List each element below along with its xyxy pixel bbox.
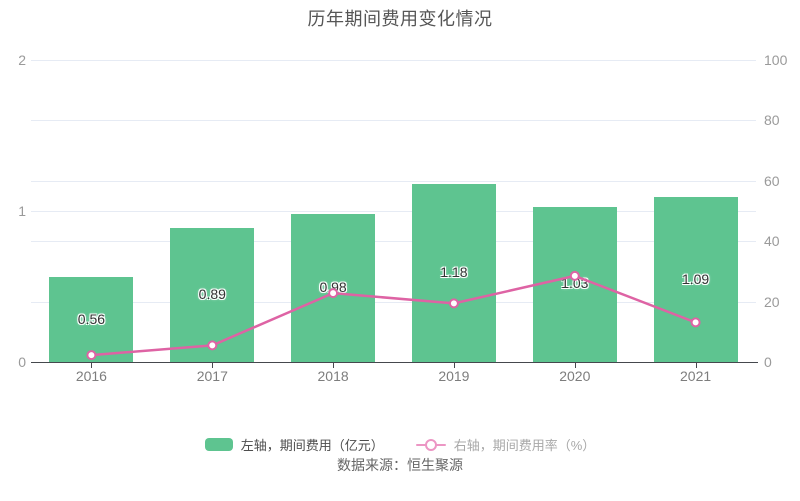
- x-axis-label-2019: 2019: [438, 368, 470, 384]
- bar-value-label: 1.09: [681, 270, 710, 287]
- x-axis-tick: [453, 363, 455, 368]
- legend-label-expense-ratio: 右轴，期间费用率（%）: [453, 438, 596, 453]
- y-axis-right-label: 20: [764, 293, 780, 310]
- y-axis-right-label: 100: [764, 52, 788, 68]
- trend-line: [91, 274, 697, 357]
- plot-area: 0.56 0.89 0.98 1.18 1.03 1.09: [31, 60, 756, 362]
- gridline: [31, 60, 756, 61]
- legend-item-period-expense[interactable]: 左轴，期间费用（亿元）: [204, 435, 384, 454]
- y-axis-right-label: 0: [764, 354, 772, 370]
- line-point: [207, 340, 218, 351]
- gridline: [31, 241, 756, 242]
- x-axis-label-2020: 2020: [559, 368, 591, 384]
- line-point: [569, 270, 580, 281]
- line-point: [86, 350, 97, 361]
- bar-value-label: 1.18: [440, 263, 468, 280]
- x-axis-label-2016: 2016: [75, 368, 107, 384]
- y-axis-left-label: 2: [18, 52, 26, 68]
- bar-2017: 0.89: [170, 227, 255, 362]
- bar-2021: 1.09: [653, 197, 738, 362]
- y-axis-left-label: 1: [18, 203, 26, 219]
- legend-label-period-expense: 左轴，期间费用（亿元）: [240, 438, 384, 453]
- line-series-marker-icon: [415, 438, 446, 452]
- x-axis-label-2021: 2021: [680, 368, 712, 384]
- bar-2018: 0.98: [291, 214, 376, 362]
- y-axis-left-label: 0: [18, 354, 26, 370]
- bar-value-label: 0.89: [198, 285, 226, 302]
- x-axis-label-2018: 2018: [317, 368, 349, 384]
- bar-series-swatch-icon: [204, 438, 233, 451]
- x-axis-tick: [695, 363, 697, 368]
- line-marker-dot: [424, 438, 437, 451]
- x-axis-label-2017: 2017: [196, 368, 228, 384]
- x-axis-tick: [212, 363, 214, 368]
- chart-title: 历年期间费用变化情况: [307, 9, 493, 29]
- bar-2016: 0.56: [49, 277, 134, 362]
- gridline: [31, 120, 756, 121]
- bar-value-label: 0.56: [77, 310, 106, 327]
- gridline: [31, 181, 756, 182]
- x-axis-tick: [91, 363, 93, 368]
- x-axis-tick: [333, 363, 335, 368]
- y-axis-right-label: 80: [764, 112, 780, 129]
- line-point: [690, 317, 701, 328]
- bar-value-label: 0.98: [319, 279, 347, 295]
- x-axis-tick: [574, 363, 576, 368]
- expense-ratio-line: [86, 270, 701, 361]
- y-axis-right-label: 60: [764, 172, 780, 189]
- data-source-text: 数据来源：恒生聚源: [337, 457, 463, 473]
- line-point: [448, 298, 459, 309]
- legend: 左轴，期间费用（亿元） 右轴，期间费用率（%）: [0, 435, 800, 454]
- legend-item-expense-ratio[interactable]: 右轴，期间费用率（%）: [415, 435, 596, 454]
- gridline: [31, 302, 756, 303]
- gridline: [31, 211, 756, 212]
- y-axis-right-label: 40: [764, 233, 780, 250]
- line-point: [328, 288, 339, 299]
- x-axis-line: [31, 362, 758, 363]
- bar-2019: 1.18: [411, 183, 496, 362]
